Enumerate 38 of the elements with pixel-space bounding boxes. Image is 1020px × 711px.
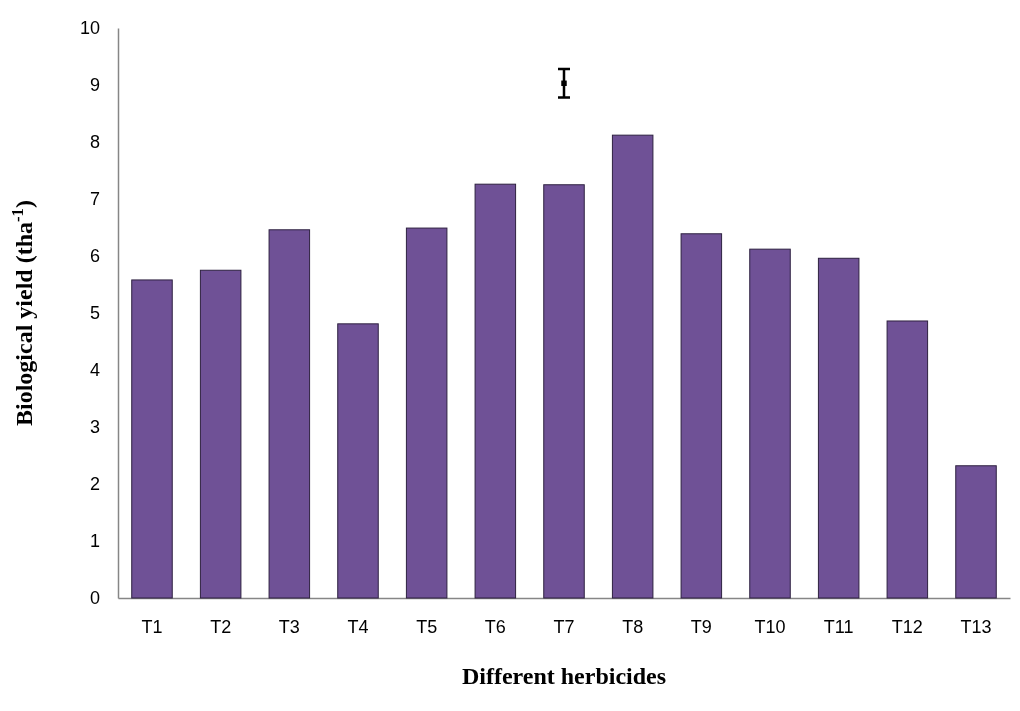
bar (405, 227, 448, 599)
x-tick-label: T7 (553, 616, 575, 637)
bar (543, 184, 585, 599)
bar (131, 279, 173, 599)
x-tick-label: T9 (690, 616, 712, 637)
y-tick-label: 10 (79, 18, 100, 39)
x-tick-label: T13 (960, 616, 992, 637)
bar (749, 248, 791, 599)
y-tick-label: 4 (89, 360, 100, 381)
bar (611, 134, 654, 599)
bar (680, 233, 723, 599)
y-tick-label: 7 (89, 189, 100, 210)
x-tick-label: T10 (754, 616, 786, 637)
bar (955, 465, 997, 599)
y-tick-label: 1 (89, 531, 100, 552)
x-tick-label: T6 (484, 616, 506, 637)
y-tick-label: 9 (89, 75, 100, 96)
y-tick-label: 0 (89, 588, 100, 609)
x-axis-title: Different herbicides (461, 663, 667, 689)
bar (199, 269, 242, 599)
x-tick-label: T8 (622, 616, 644, 637)
y-tick-label: 6 (89, 246, 100, 267)
y-tick-label: 8 (89, 132, 100, 153)
bar (474, 183, 517, 599)
x-tick-label: T3 (278, 616, 300, 637)
x-tick-label: T12 (891, 616, 923, 637)
bar (817, 257, 860, 599)
bar (337, 323, 379, 599)
bar (886, 320, 929, 599)
y-tick-label: 3 (89, 417, 100, 438)
x-tick-label: T5 (416, 616, 438, 637)
x-tick-label: T11 (823, 616, 854, 637)
y-tick-label: 5 (89, 303, 100, 324)
x-tick-label: T4 (347, 616, 369, 637)
x-tick-label: T1 (141, 616, 163, 637)
x-tick-label: T2 (210, 616, 232, 637)
y-tick-label: 2 (89, 474, 100, 495)
bar (268, 229, 311, 599)
